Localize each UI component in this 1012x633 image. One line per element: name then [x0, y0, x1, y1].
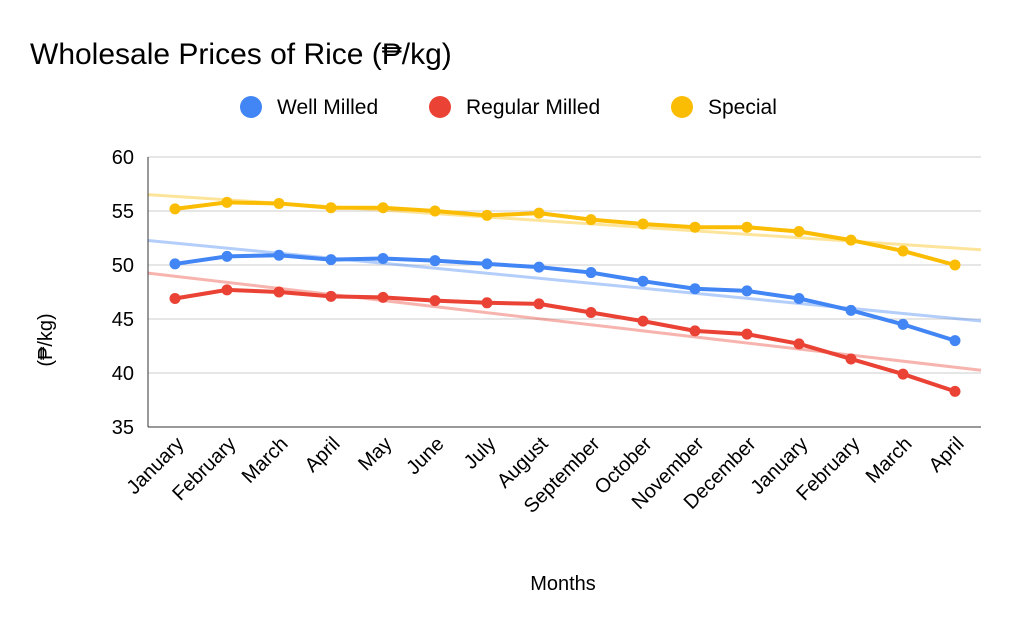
y-axis-ticks: 35 40 45 50 55 60: [112, 147, 134, 439]
data-point: [533, 298, 545, 310]
legend: Well Milled Regular Milled Special: [240, 96, 777, 119]
data-point: [585, 267, 597, 279]
data-point: [169, 258, 181, 270]
data-point: [637, 218, 649, 230]
data-point: [793, 292, 805, 304]
series-line: [173, 287, 957, 394]
series-line: [173, 253, 957, 343]
data-point: [845, 353, 857, 365]
x-tick-label: July: [460, 433, 501, 474]
data-point: [689, 221, 701, 233]
data-point: [429, 255, 441, 267]
y-tick-label: 40: [112, 363, 134, 385]
data-point: [325, 202, 337, 214]
data-point: [481, 258, 493, 270]
gridlines: [148, 156, 981, 428]
data-point: [533, 261, 545, 273]
data-point: [793, 226, 805, 238]
data-point: [949, 259, 961, 271]
series-group: [169, 196, 961, 397]
data-point: [741, 328, 753, 340]
data-point: [221, 196, 233, 208]
data-point: [377, 202, 389, 214]
trendlines: [147, 193, 982, 372]
data-point: [689, 283, 701, 295]
y-tick-label: 50: [112, 255, 134, 277]
data-point: [273, 249, 285, 261]
x-tick-label: April: [925, 433, 969, 477]
data-point: [325, 254, 337, 266]
data-point: [949, 385, 961, 397]
data-point: [481, 297, 493, 309]
legend-marker: [240, 96, 262, 118]
legend-label: Special: [708, 96, 777, 119]
data-point: [585, 307, 597, 319]
x-axis-label: Months: [530, 573, 596, 595]
data-point: [897, 318, 909, 330]
y-tick-label: 35: [112, 417, 134, 439]
data-point: [637, 315, 649, 327]
data-point: [793, 338, 805, 350]
legend-marker: [671, 96, 693, 118]
data-point: [845, 304, 857, 316]
data-point: [169, 292, 181, 304]
legend-marker: [429, 96, 451, 118]
data-point: [585, 214, 597, 226]
x-tick-label: April: [301, 433, 345, 477]
data-point: [169, 203, 181, 215]
data-point: [845, 234, 857, 246]
legend-label: Well Milled: [277, 96, 378, 119]
data-point: [273, 197, 285, 209]
data-point: [481, 209, 493, 221]
data-point: [273, 286, 285, 298]
data-point: [897, 368, 909, 380]
chart-title: Wholesale Prices of Rice (₱/kg): [30, 38, 452, 71]
x-tick-label: June: [402, 433, 448, 479]
y-tick-label: 55: [112, 201, 134, 223]
data-point: [429, 205, 441, 217]
x-tick-label: March: [238, 433, 293, 488]
y-axis-label: (₱/kg): [35, 313, 57, 366]
data-point: [897, 245, 909, 257]
y-tick-label: 60: [112, 147, 134, 169]
trendline: [147, 271, 982, 372]
series-line: [173, 200, 957, 267]
y-tick-label: 45: [112, 309, 134, 331]
legend-label: Regular Milled: [466, 96, 600, 119]
data-point: [533, 207, 545, 219]
x-tick-label: March: [862, 433, 917, 488]
data-point: [221, 250, 233, 262]
data-point: [689, 325, 701, 337]
data-point: [221, 284, 233, 296]
data-point: [741, 285, 753, 297]
data-point: [429, 295, 441, 307]
x-tick-label: May: [354, 433, 396, 475]
data-point: [377, 253, 389, 265]
data-point: [949, 335, 961, 347]
data-point: [741, 221, 753, 233]
data-point: [377, 291, 389, 303]
data-point: [325, 290, 337, 302]
data-point: [637, 275, 649, 287]
